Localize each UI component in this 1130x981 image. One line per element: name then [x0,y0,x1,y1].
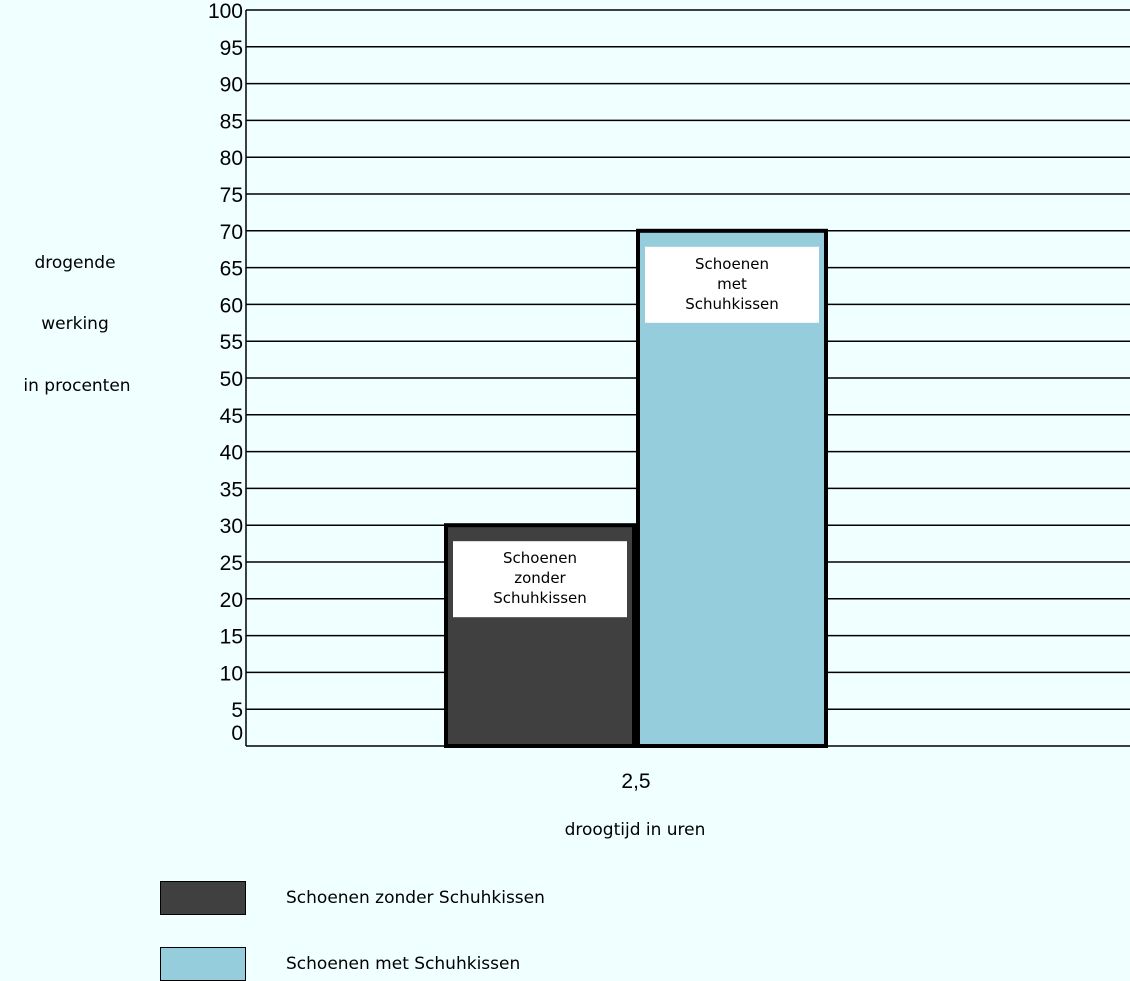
y-tick-label: 75 [220,184,243,207]
bar-label: Schuhkissen [493,589,587,607]
y-tick-label: 20 [220,589,243,612]
y-tick-label: 100 [208,0,243,23]
y-tick-label: 50 [220,368,243,391]
y-tick-label: 35 [220,478,243,501]
x-tick-label: 2,5 [621,770,650,793]
y-tick-label: 40 [220,442,243,465]
y-tick-label: 65 [220,258,243,281]
y-tick-label: 0 [231,722,243,745]
legend-swatch [160,881,246,915]
x-axis-label: droogtijd in uren [564,820,706,840]
y-tick-label: 25 [220,552,243,575]
y-axis-label-line: drogende [34,253,116,273]
x-tick-labels: 2,5 [621,770,650,793]
y-tick-label: 90 [220,74,243,97]
bar-label: met [717,275,747,293]
bar-chart: 05 10 15 20 25 30 35 40 45 50 55 60 65 70 75 80 85 90 95 10… [208,0,1130,793]
y-tick-label: 10 [220,662,243,685]
y-tick-label: 95 [220,37,243,60]
legend-label: Schoenen met Schuhkissen [286,954,521,974]
y-tick-label: 60 [220,294,243,317]
bar-label: Schuhkissen [685,295,779,313]
legend-swatch [160,947,246,981]
legend-item: Schoenen met Schuhkissen [160,946,520,981]
y-tick-label: 85 [220,110,243,133]
legend-item: Schoenen zonder Schuhkissen [160,880,545,916]
bar-label: Schoenen [695,255,769,273]
y-tick-label: 5 [231,699,243,722]
y-tick-label: 30 [220,515,243,538]
y-axis-label-line: werking [41,314,109,334]
y-axis-label-line: in procenten [23,376,131,396]
y-tick-labels: 05 10 15 20 25 30 35 40 45 50 55 60 65 70 75 80 85 90 95 10… [208,0,243,745]
bar-label-box [453,541,627,618]
y-tick-label: 15 [220,626,243,649]
bar-label-box [645,246,819,323]
bar-label: Schoenen [503,549,577,567]
bars: Schoenen zonder Schuhkissen Schoenen met Schu… [444,228,828,749]
y-tick-label: 55 [220,331,243,354]
legend-label: Schoenen zonder Schuhkissen [286,888,545,908]
bar-label: zonder [514,569,566,587]
y-tick-label: 70 [220,221,243,244]
y-tick-label: 45 [220,405,243,428]
y-tick-label: 80 [220,147,243,170]
